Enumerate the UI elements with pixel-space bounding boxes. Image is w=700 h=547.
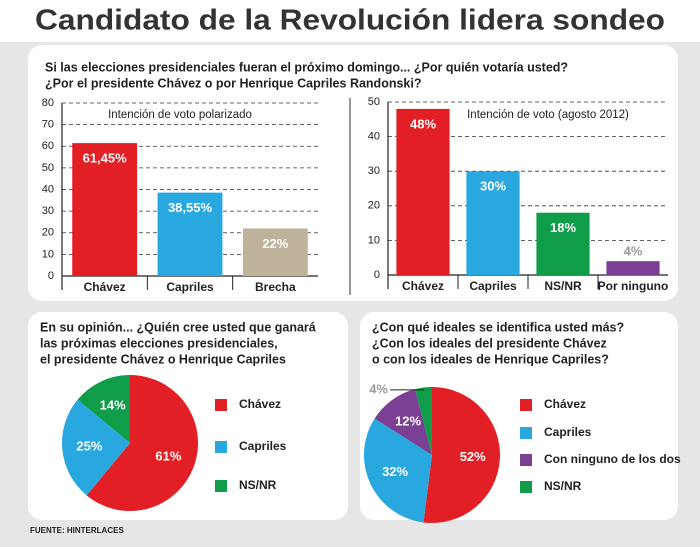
question: o con los ideales de Henrique Capriles?: [372, 352, 609, 366]
question: ¿Con los ideales del presidente Chávez: [372, 336, 607, 350]
value-label: 30%: [480, 179, 506, 194]
source: FUENTE: HINTERLACES: [30, 526, 124, 535]
legend-label: Capriles: [239, 439, 287, 453]
value-label: 52%: [460, 449, 486, 464]
y-tick-label: 0: [48, 270, 54, 282]
value-label: 61,45%: [83, 151, 128, 166]
legend-label: NS/NR: [544, 479, 582, 493]
legend-swatch: [215, 399, 227, 411]
legend-label: NS/NR: [239, 478, 277, 492]
y-tick-label: 40: [368, 131, 380, 143]
x-tick-label: Chávez: [84, 280, 126, 294]
bar: [466, 171, 520, 275]
pie-slice: [374, 389, 432, 455]
x-tick-label: Chávez: [402, 279, 444, 293]
y-tick-label: 80: [42, 97, 54, 109]
bar: [242, 228, 308, 276]
y-tick-label: 30: [42, 205, 54, 217]
question: las próximas elecciones presidenciales,: [40, 336, 278, 350]
legend-swatch: [520, 399, 532, 411]
x-tick-label: Por ninguno: [598, 279, 669, 293]
value-label: 22%: [262, 236, 288, 251]
question: Si las elecciones presidenciales fueran …: [45, 60, 568, 74]
bar: [72, 143, 138, 276]
value-label: 4%: [624, 244, 643, 259]
pie-slice: [77, 375, 130, 443]
legend-swatch: [215, 441, 227, 453]
legend-label: Capriles: [544, 425, 592, 439]
pie-slice: [86, 375, 199, 512]
chart-title: Intención de voto (agosto 2012): [467, 109, 629, 121]
chart-title: Intención de voto polarizado: [108, 109, 252, 121]
y-tick-label: 30: [368, 165, 380, 177]
title-band: [0, 0, 700, 42]
legend-swatch: [520, 427, 532, 439]
question: ¿Por el presidente Chávez o por Henrique…: [45, 76, 421, 90]
pie-slice: [415, 387, 432, 455]
question: ¿Con qué ideales se identifica usted más…: [372, 320, 624, 334]
legend-swatch: [520, 454, 532, 466]
question: el presidente Chávez o Henrique Capriles: [40, 352, 286, 366]
value-label: 32%: [382, 464, 408, 479]
bar: [157, 192, 223, 276]
pie-slice: [364, 418, 432, 523]
y-tick-label: 10: [368, 234, 380, 246]
value-label: 14%: [100, 398, 126, 413]
value-label: 38,55%: [168, 200, 213, 215]
value-label: 48%: [410, 116, 436, 131]
value-label: 12%: [395, 413, 421, 428]
y-tick-label: 20: [368, 200, 380, 212]
y-tick-label: 60: [42, 140, 54, 152]
pie-slice: [423, 387, 500, 523]
bar: [396, 108, 450, 275]
legend-label: Chávez: [544, 397, 586, 411]
page-title: Candidato de la Revolución lidera sondeo: [35, 5, 665, 37]
y-tick-label: 40: [42, 183, 54, 195]
legend-swatch: [520, 481, 532, 493]
value-label: 4%: [369, 381, 388, 396]
y-tick-label: 0: [374, 269, 380, 281]
y-tick-label: 50: [368, 96, 380, 108]
y-tick-label: 50: [42, 162, 54, 174]
y-tick-label: 20: [42, 227, 54, 239]
legend-label: Con ninguno de los dos: [544, 452, 681, 466]
bar: [606, 261, 660, 275]
value-label: 18%: [550, 220, 576, 235]
x-tick-label: Capriles: [469, 279, 517, 293]
x-tick-label: NS/NR: [544, 279, 582, 293]
legend-swatch: [215, 480, 227, 492]
value-label: 61%: [155, 448, 181, 463]
x-tick-label: Capriles: [166, 280, 214, 294]
question: En su opinión... ¿Quién cree usted que g…: [40, 320, 316, 334]
y-tick-label: 10: [42, 248, 54, 260]
value-label: 25%: [76, 438, 102, 453]
pie-slice: [62, 399, 130, 496]
x-tick-label: Brecha: [255, 280, 296, 294]
legend-label: Chávez: [239, 397, 281, 411]
bar: [536, 212, 590, 275]
y-tick-label: 70: [42, 119, 54, 131]
